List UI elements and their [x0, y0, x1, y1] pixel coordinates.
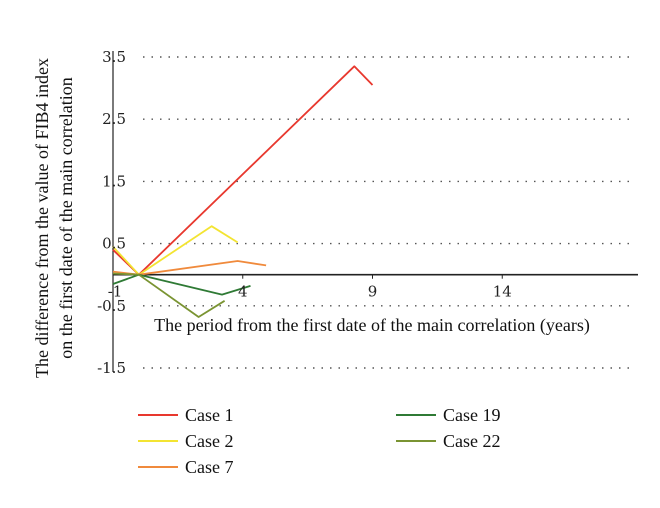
legend-label: Case 1: [185, 405, 234, 425]
y-axis-label-line-2: on the first date of the main correlatio…: [56, 77, 76, 358]
y-tick-label: -1.5: [97, 359, 126, 377]
y-tick-labels: 3.5 2.5 1.5 0.5 -0.5 -1.5: [97, 48, 126, 377]
x-tick-label: 9: [368, 283, 378, 301]
y-tick-label: 0.5: [102, 235, 126, 253]
x-tick-label: 4: [238, 283, 248, 301]
y-tick-label: 2.5: [102, 110, 126, 128]
legend-item: Case 19: [396, 405, 501, 425]
series-line-case-22: [112, 272, 226, 318]
legend-item: Case 7: [138, 457, 234, 477]
series-line-case-2: [112, 225, 239, 276]
series-line-case-1: [112, 65, 374, 276]
series-layer: [112, 65, 374, 318]
legend-label: Case 2: [185, 431, 234, 451]
legend-item: Case 22: [396, 431, 501, 451]
y-tick-label: 1.5: [102, 172, 126, 190]
legend-label: Case 22: [443, 431, 501, 451]
x-tick-label: -1: [108, 283, 123, 301]
series-line-case-7: [112, 260, 267, 276]
x-axis-label: The period from the first date of the ma…: [154, 315, 590, 336]
legend-item: Case 1: [138, 405, 234, 425]
legend-item: Case 2: [138, 431, 234, 451]
y-axis-label-line-1: The difference from the value of FIB4 in…: [32, 58, 52, 378]
series-line-case-19: [112, 273, 251, 296]
axes: [112, 51, 638, 372]
legend: Case 1 Case 2 Case 7 Case 19 Case 22: [138, 405, 501, 477]
x-tick-label: 14: [493, 283, 512, 301]
legend-label: Case 7: [185, 457, 234, 477]
x-tick-labels: -1 4 9 14: [108, 283, 512, 301]
y-tick-label: -0.5: [97, 297, 126, 315]
y-tick-label: 3.5: [102, 48, 126, 66]
legend-label: Case 19: [443, 405, 501, 425]
